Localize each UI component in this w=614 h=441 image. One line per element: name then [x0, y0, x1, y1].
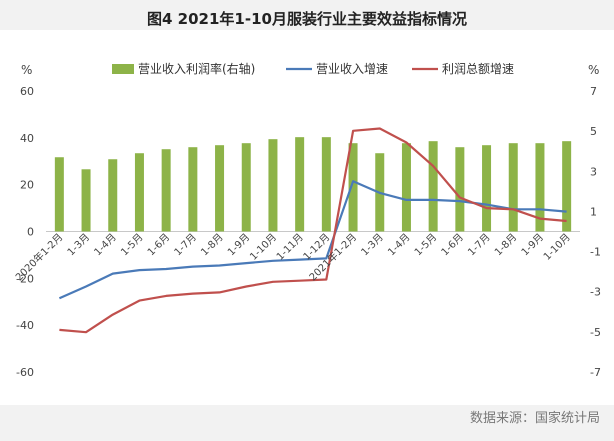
bar	[455, 147, 465, 232]
chart-legend: 营业收入利润率(右轴) 营业收入增速 利润总额增速	[112, 61, 514, 76]
bar	[241, 143, 251, 232]
source-note: 数据来源：国家统计局	[469, 411, 600, 426]
bar	[508, 143, 518, 232]
right-tick-label: -3	[590, 286, 601, 299]
bar	[81, 169, 91, 232]
bar	[535, 143, 545, 232]
left-tick-label: 40	[20, 132, 34, 145]
bar	[188, 147, 198, 232]
bar	[321, 137, 331, 232]
right-tick-label: 5	[590, 125, 597, 138]
bar	[215, 145, 225, 232]
bar	[108, 159, 118, 232]
right-tick-label: 3	[590, 165, 597, 178]
revenue-growth-line	[58, 180, 567, 300]
left-axis-unit: %	[21, 63, 32, 77]
chart-title: 图4 2021年1-10月服装行业主要效益指标情况	[147, 10, 467, 28]
bar	[401, 143, 411, 232]
left-tick-label: -40	[16, 319, 34, 332]
right-tick-label: 7	[590, 85, 597, 98]
left-tick-label: -20	[16, 272, 34, 285]
left-tick-label: 60	[20, 85, 34, 98]
right-tick-label: 1	[590, 205, 597, 218]
left-tick-label: 20	[20, 179, 34, 192]
line-series	[58, 127, 567, 334]
legend-label: 营业收入利润率(右轴)	[138, 61, 255, 76]
left-tick-label: -60	[16, 366, 34, 379]
bar	[428, 141, 438, 232]
legend-bar-swatch	[112, 64, 134, 74]
bar	[134, 153, 144, 232]
left-tick-label: 0	[27, 226, 34, 239]
bar	[268, 139, 278, 232]
legend-label: 营业收入增速	[316, 62, 388, 76]
bar	[562, 141, 572, 232]
bar	[295, 137, 305, 232]
plot-panel	[0, 30, 614, 405]
bar	[54, 157, 64, 232]
left-axis-ticks: 60 40 20 0 -20 -40 -60	[16, 85, 34, 379]
bar	[348, 143, 358, 232]
right-tick-label: -1	[590, 246, 601, 259]
bar-series	[54, 137, 572, 232]
profit-growth-line	[59, 127, 567, 334]
bar	[482, 145, 492, 232]
right-tick-label: -7	[590, 366, 601, 379]
right-tick-label: -5	[590, 326, 601, 339]
right-axis-unit: %	[588, 63, 599, 77]
bar	[161, 149, 171, 232]
legend-label: 利润总额增速	[442, 62, 514, 76]
right-axis-ticks: 7 5 3 1 -1 -3 -5 -7	[590, 85, 601, 379]
